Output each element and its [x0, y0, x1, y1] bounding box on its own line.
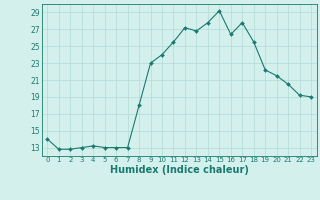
X-axis label: Humidex (Indice chaleur): Humidex (Indice chaleur) [110, 165, 249, 175]
